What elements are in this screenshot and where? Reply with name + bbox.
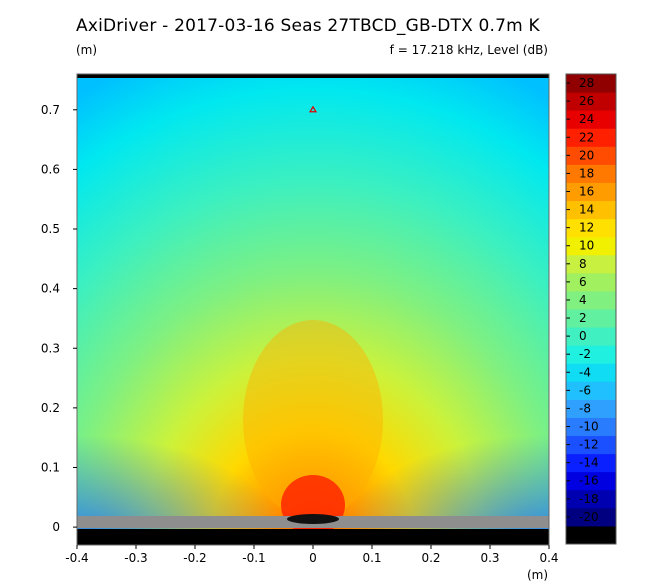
colorbar-swatch (566, 381, 616, 400)
colorbar-label: -6 (579, 383, 591, 397)
colorbar-swatch (566, 507, 616, 527)
colorbar-label: 6 (579, 275, 587, 289)
colorbar-label: -2 (579, 347, 591, 361)
colorbar-label: -10 (579, 420, 599, 434)
y-tick-label: 0.3 (41, 341, 60, 355)
colorbar-label: 4 (579, 293, 587, 307)
colorbar-label: -18 (579, 492, 599, 506)
colorbar-label: 8 (579, 257, 587, 271)
colorbar-swatch (566, 489, 616, 509)
y-tick-label: 0.7 (41, 103, 60, 117)
colorbar-swatch (566, 200, 616, 220)
colorbar-swatch (566, 110, 616, 129)
colorbar-swatch (566, 525, 616, 545)
colorbar-swatch (566, 182, 616, 202)
x-axis: -0.4 -0.3 -0.2 -0.1 0 0.1 0.2 0.3 0.4 (65, 545, 559, 565)
y-axis: 0 0.1 0.2 0.3 0.4 0.5 0.6 0.7 (41, 103, 77, 534)
colorbar-label: 2 (579, 311, 587, 325)
colorbar-swatch (566, 218, 616, 238)
x-tick-label: 0.3 (480, 551, 499, 565)
driver-body (287, 514, 339, 524)
x-tick-label: -0.4 (65, 551, 88, 565)
x-tick-label: -0.2 (183, 551, 206, 565)
colorbar-swatch (566, 453, 616, 473)
colorbar-swatch (566, 290, 616, 310)
field-top-band (77, 74, 549, 78)
colorbar-label: 18 (579, 166, 594, 180)
colorbar-swatch (566, 254, 616, 274)
colorbar-swatch (566, 345, 616, 364)
y-tick-label: 0.5 (41, 222, 60, 236)
colorbar-swatch (566, 272, 616, 292)
colorbar-swatch (566, 471, 616, 491)
position-marker (308, 105, 318, 113)
colorbar-label: 20 (579, 148, 594, 162)
colorbar-label: 28 (579, 76, 594, 90)
colorbar-label: -4 (579, 365, 591, 379)
colorbar-label: 26 (579, 94, 594, 108)
y-axis-unit: (m) (76, 43, 98, 57)
chart-subtitle: f = 17.218 kHz, Level (dB) (389, 43, 548, 57)
colorbar-label: -12 (579, 438, 599, 452)
colorbar-label: 24 (579, 112, 594, 126)
colorbar-label: -22 (579, 528, 599, 542)
marker-triangle (308, 105, 318, 113)
x-tick-label: -0.1 (242, 551, 265, 565)
colorbar-swatch (566, 92, 616, 111)
colorbar-swatch (566, 417, 616, 437)
colorbar-swatch (566, 399, 616, 418)
chart-title: AxiDriver - 2017-03-16 Seas 27TBCD_GB-DT… (76, 16, 540, 36)
colorbar: 2826242220181614121086420-2-4-6-8-10-12-… (566, 74, 616, 545)
colorbar-swatch (566, 128, 616, 147)
colorbar-label: -8 (579, 401, 591, 415)
y-tick-label: 0.4 (41, 282, 60, 296)
x-tick-label: 0.4 (539, 551, 558, 565)
colorbar-label: 12 (579, 221, 594, 235)
colorbar-label: 16 (579, 185, 594, 199)
x-tick-label: -0.3 (124, 551, 147, 565)
colorbar-swatch (566, 363, 616, 382)
colorbar-swatch (566, 435, 616, 455)
colorbar-label: 0 (579, 329, 587, 343)
colorbar-swatch (566, 327, 616, 346)
colorbar-label: -16 (579, 474, 599, 488)
sound-field (77, 74, 549, 545)
y-tick-label: 0.2 (41, 401, 60, 415)
colorbar-swatch (566, 74, 616, 93)
x-tick-label: 0 (309, 551, 317, 565)
colorbar-frame (565, 73, 617, 545)
x-tick-label: 0.2 (421, 551, 440, 565)
x-tick-label: 0.1 (362, 551, 381, 565)
colorbar-swatch (566, 236, 616, 256)
field-orange-lobe (243, 320, 383, 520)
colorbar-swatch (566, 309, 616, 328)
colorbar-label: 10 (579, 239, 594, 253)
y-tick-label: 0.6 (41, 162, 60, 176)
colorbar-label: 14 (579, 203, 594, 217)
colorbar-label: -14 (579, 456, 599, 470)
colorbar-swatch (566, 146, 616, 165)
colorbar-swatch (566, 164, 616, 183)
y-tick-label: 0.1 (41, 460, 60, 474)
x-axis-unit: (m) (527, 568, 549, 582)
colorbar-label: -20 (579, 510, 599, 524)
y-tick-label: 0 (52, 520, 60, 534)
colorbar-label: 22 (579, 130, 594, 144)
field-bottom-band (77, 529, 549, 545)
